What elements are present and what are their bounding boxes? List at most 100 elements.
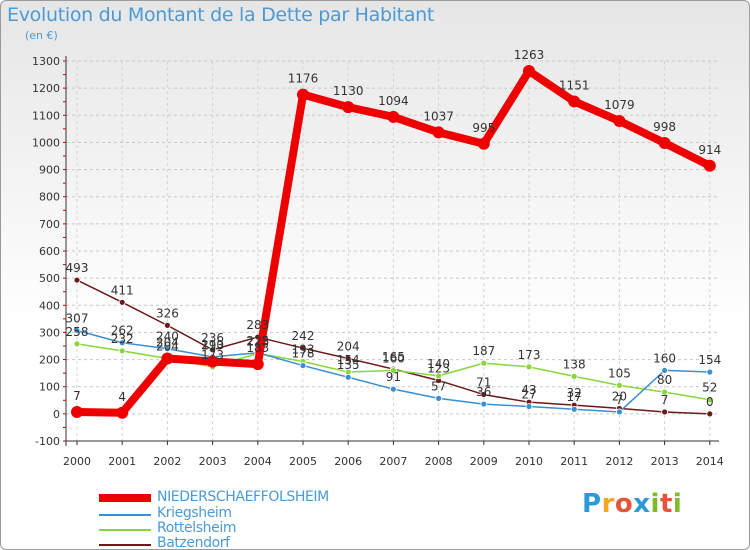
data-label: 914 [698,143,721,157]
data-label: 1151 [559,78,590,92]
data-point [161,352,174,365]
data-label: 32 [567,386,582,400]
x-tick-label: 2004 [244,455,272,468]
legend-label: Rottelsheim [157,520,237,536]
y-tick-label: 500 [39,272,60,285]
data-label: 7 [73,389,81,403]
data-label: 183 [246,341,269,355]
x-tick-label: 2002 [153,455,181,468]
data-label: 193 [201,338,224,352]
data-point [118,339,126,347]
x-tick-label: 2013 [651,455,679,468]
data-label: 20 [612,389,627,403]
data-label: 160 [653,351,676,365]
data-point [342,101,355,114]
data-point [297,88,309,101]
data-label: 4 [118,390,126,404]
legend-swatch [99,529,151,531]
x-tick-label: 2014 [696,455,724,468]
y-tick-label: 1000 [32,136,60,149]
data-label: 71 [476,376,491,390]
data-label: 7 [616,393,624,407]
data-point [118,298,126,306]
data-point [616,381,623,389]
data-point [209,346,217,354]
data-label: 187 [472,344,495,358]
data-label: 1037 [423,109,454,123]
y-tick-label: 700 [39,218,60,231]
data-label: 138 [563,357,586,371]
y-tick-label: 300 [39,326,60,339]
data-label: 105 [608,366,631,380]
data-point [658,136,671,149]
data-label: 7 [661,393,669,407]
x-tick-label: 2003 [199,455,227,468]
data-label: 258 [66,325,89,339]
data-point [344,373,352,381]
y-tick-label: 1100 [32,109,60,122]
data-point [613,114,626,127]
data-point [570,405,578,413]
data-point [706,396,714,404]
data-label: 165 [382,350,405,364]
data-point [616,408,623,416]
data-label: 154 [698,353,721,367]
y-tick-label: 800 [39,191,60,204]
data-label: 36 [476,385,491,399]
data-label: 1176 [288,72,319,86]
data-label: 91 [386,370,401,384]
data-label: 995 [472,121,495,135]
data-label: 283 [246,318,269,332]
data-label: 240 [156,330,179,344]
data-point [73,276,81,284]
legend-label: NIEDERSCHAEFFOLSHEIM [157,489,329,505]
data-label: 154 [337,353,360,367]
legend-swatch [99,494,151,502]
chart-title: Evolution du Montant de la Dette par Hab… [7,4,435,26]
data-label: 193 [292,342,315,356]
data-label: 57 [431,379,446,393]
legend-label: Kriegsheim [157,505,232,521]
data-label: 225 [246,334,269,348]
data-point [703,159,716,172]
data-label: 204 [156,339,179,353]
x-tick-label: 2001 [108,455,136,468]
y-tick-label: 200 [39,354,60,367]
x-tick-label: 2007 [379,455,407,468]
y-tick-label: 1200 [32,82,60,95]
data-point [523,65,535,78]
data-label: 411 [111,283,134,297]
y-tick-label: 100 [39,381,60,394]
y-tick-label: 0 [53,408,60,421]
data-point [299,362,307,369]
y-tick-label: -100 [35,435,60,448]
data-label: 1130 [333,84,364,98]
data-label: 80 [657,373,672,387]
x-tick-label: 2009 [470,455,498,468]
data-label: 1094 [378,94,409,108]
legend-label: Batzendorf [157,535,230,550]
data-point [206,355,219,368]
data-label: 326 [156,306,179,320]
x-tick-label: 2008 [425,455,453,468]
data-point [344,355,352,362]
chart-unit: (en €) [25,29,58,42]
data-label: 52 [702,381,717,395]
data-point [389,367,397,374]
data-label: 232 [111,332,134,346]
data-label: 210 [201,338,224,352]
data-point [477,137,490,150]
data-label: 204 [156,335,179,349]
data-point [706,410,714,418]
data-point [480,400,488,408]
legend-swatch [99,544,151,546]
x-tick-label: 2012 [605,455,633,468]
data-point [480,359,488,367]
data-label: 223 [246,334,269,348]
data-label: 173 [201,348,224,362]
y-tick-label: 400 [39,299,60,312]
data-point [118,347,126,355]
data-label: 160 [382,351,405,365]
data-label: 140 [427,357,450,371]
data-label: 123 [427,361,450,375]
